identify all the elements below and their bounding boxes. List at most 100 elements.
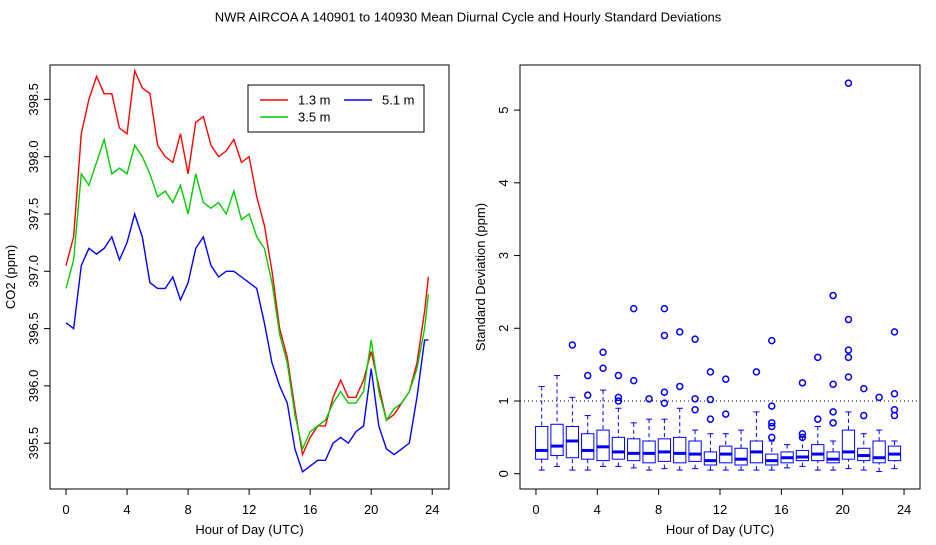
outlier — [706, 368, 715, 376]
y-tick-label: 397.5 — [26, 198, 41, 231]
y-axis-label: Standard Deviation (ppm) — [473, 203, 488, 351]
outlier — [691, 405, 699, 414]
x-tick-label: 20 — [364, 502, 378, 517]
y-tick-label: 396.5 — [26, 312, 41, 345]
outlier — [890, 405, 899, 414]
outlier — [675, 328, 684, 336]
data-line — [65, 68, 430, 458]
outlier — [768, 422, 776, 431]
outlier — [829, 408, 837, 416]
y-tick-label: 395.5 — [26, 427, 41, 460]
x-tick-label: 16 — [303, 502, 317, 517]
outlier — [660, 399, 669, 407]
x-tick-label: 24 — [897, 502, 911, 517]
outlier — [875, 393, 883, 402]
box — [550, 423, 564, 457]
y-tick-label: 398.0 — [26, 140, 41, 173]
outlier — [706, 415, 715, 423]
x-tick-label: 12 — [713, 502, 727, 517]
box — [611, 436, 626, 460]
outlier — [814, 353, 822, 362]
outlier — [860, 384, 868, 393]
box — [872, 440, 886, 464]
outlier — [660, 331, 669, 340]
outlier — [629, 376, 638, 385]
box — [535, 425, 549, 460]
box — [688, 440, 702, 462]
legend-label: 3.5 m — [298, 109, 331, 124]
x-axis-label: Hour of Day (UTC) — [195, 522, 303, 537]
outlier — [722, 375, 730, 383]
x-tick-label: 24 — [425, 502, 439, 517]
y-tick-label: 2 — [496, 325, 511, 332]
outlier — [768, 402, 776, 410]
legend-label: 5.1 m — [382, 92, 415, 107]
outlier — [599, 364, 607, 373]
x-tick-label: 12 — [242, 502, 256, 517]
outlier — [660, 304, 669, 313]
plot-frame — [519, 64, 921, 490]
y-tick-label: 398.5 — [26, 83, 41, 116]
outlier — [798, 433, 807, 442]
outlier — [706, 395, 715, 404]
legend-box — [247, 84, 425, 133]
outlier — [844, 315, 853, 324]
outlier — [752, 368, 761, 376]
y-tick-label: 1 — [496, 397, 511, 404]
box — [841, 429, 856, 460]
outlier — [844, 373, 853, 381]
plot-area — [65, 68, 430, 473]
outlier — [844, 79, 853, 87]
x-tick-label: 20 — [835, 502, 849, 517]
x-tick-label: 0 — [62, 502, 69, 517]
outlier — [722, 410, 730, 418]
outlier — [798, 379, 807, 387]
x-tick-label: 16 — [774, 502, 788, 517]
y-tick-label: 5 — [496, 106, 511, 113]
outlier — [691, 395, 699, 403]
y-axis-label: CO2 (ppm) — [3, 245, 18, 309]
box — [826, 451, 840, 464]
x-tick-label: 8 — [655, 502, 662, 517]
x-axis-label: Hour of Day (UTC) — [666, 522, 774, 537]
outlier — [629, 304, 638, 313]
outlier — [768, 419, 776, 427]
box — [581, 433, 595, 460]
outlier — [829, 291, 837, 300]
outlier — [645, 395, 653, 403]
y-tick-label: 396.0 — [26, 370, 41, 403]
outlier — [691, 335, 699, 343]
outlier — [844, 353, 853, 362]
outlier — [890, 389, 899, 398]
outlier — [844, 346, 853, 354]
data-line — [65, 211, 429, 473]
outlier — [890, 328, 899, 336]
outlier — [583, 371, 592, 380]
outlier — [675, 382, 684, 391]
outlier — [568, 341, 577, 349]
outlier — [860, 411, 868, 420]
outlier — [768, 336, 776, 345]
plot-area — [520, 79, 920, 473]
data-line — [65, 136, 430, 452]
x-tick-label: 4 — [594, 502, 601, 517]
legend-label: 1.3 m — [298, 92, 331, 107]
outlier — [614, 397, 623, 405]
box — [703, 451, 718, 466]
x-tick-label: 8 — [184, 502, 191, 517]
y-tick-label: 3 — [496, 252, 511, 259]
outlier — [798, 429, 807, 438]
x-tick-label: 4 — [123, 502, 130, 517]
outlier — [614, 393, 623, 402]
figure-title: NWR AIRCOA A 140901 to 140930 Mean Diurn… — [215, 9, 722, 24]
outlier — [829, 380, 837, 389]
outlier — [583, 391, 592, 399]
box — [734, 447, 748, 466]
x-tick-label: 0 — [532, 502, 539, 517]
outlier — [660, 388, 669, 397]
outlier — [829, 419, 837, 427]
outlier — [814, 415, 822, 423]
outlier — [768, 433, 776, 442]
box — [627, 438, 641, 462]
